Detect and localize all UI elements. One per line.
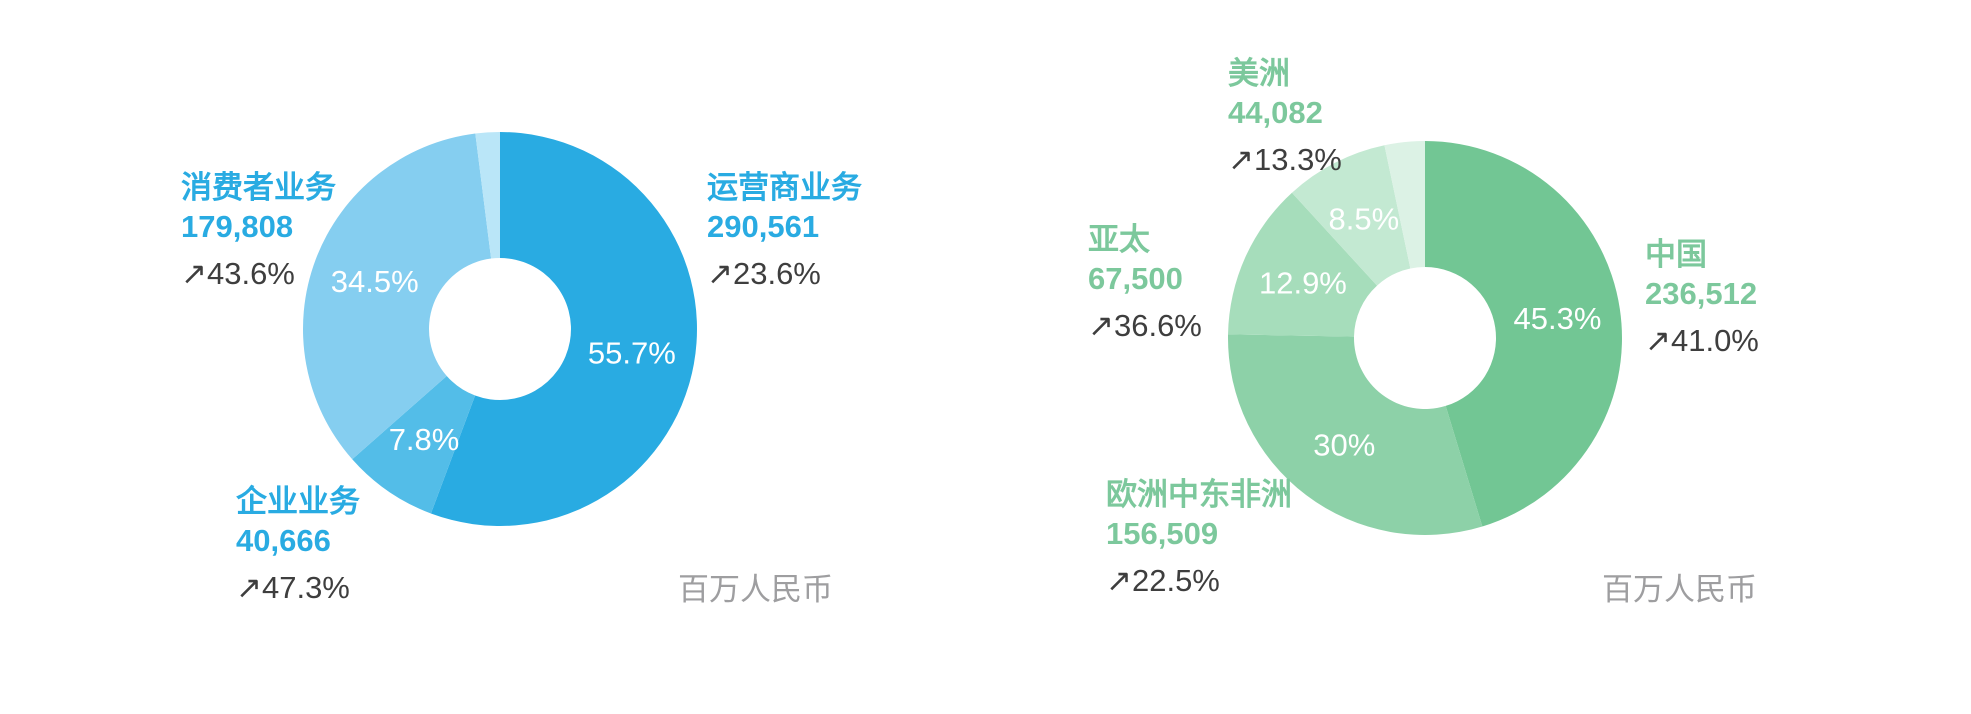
region-name: 欧洲中东非洲 [1106, 477, 1292, 512]
unit-label-left: 百万人民币 [678, 572, 833, 607]
segment-name: 企业业务 [236, 484, 360, 519]
region-growth: ↗36.6% [1088, 308, 1202, 343]
slice-消费者业务 [302, 133, 492, 460]
slice-企业业务 [352, 375, 476, 514]
slice-运营商业务 [430, 132, 697, 526]
callout-asia-pacific: 亚太 67,500 ↗36.6% [1088, 220, 1202, 345]
callout-carrier-business: 运营商业务 290,561 ↗23.6% [707, 168, 862, 293]
slice-share-label: 30% [1313, 427, 1375, 462]
region-name: 中国 [1645, 237, 1707, 272]
segment-value: 290,561 [707, 209, 820, 244]
slice-欧洲中东非洲 [1227, 334, 1483, 535]
slice-美洲 [1291, 145, 1411, 286]
callout-consumer-business: 消费者业务 179,808 ↗43.6% [181, 168, 336, 293]
slice-share-label: 12.9% [1259, 265, 1347, 300]
slice-亚太 [1228, 192, 1378, 337]
segment-growth: ↗43.6% [181, 256, 295, 291]
region-name: 美洲 [1228, 56, 1290, 91]
callout-enterprise-business: 企业业务 40,666 ↗47.3% [236, 482, 360, 607]
slice-other [475, 132, 500, 259]
unit-label-right: 百万人民币 [1602, 572, 1757, 607]
segment-name: 消费者业务 [181, 170, 336, 205]
segment-value: 179,808 [181, 209, 294, 244]
region-value: 44,082 [1228, 95, 1323, 130]
region-growth: ↗13.3% [1228, 142, 1342, 177]
region-name: 亚太 [1088, 222, 1150, 257]
region-growth: ↗41.0% [1645, 323, 1759, 358]
slice-share-label: 7.8% [389, 422, 460, 457]
callout-china: 中国 236,512 ↗41.0% [1645, 235, 1759, 360]
slice-share-label: 34.5% [331, 264, 419, 299]
region-value: 156,509 [1106, 516, 1219, 551]
slice-中国 [1425, 141, 1622, 527]
callout-americas: 美洲 44,082 ↗13.3% [1228, 54, 1342, 179]
segment-name: 运营商业务 [707, 170, 862, 205]
slice-share-label: 55.7% [588, 335, 676, 370]
segment-growth: ↗23.6% [707, 256, 821, 291]
slice-share-label: 45.3% [1514, 301, 1602, 336]
slice-share-label: 8.5% [1328, 201, 1399, 236]
region-donut-chart: 45.3% 30% 12.9% 8.5% [1227, 141, 1622, 535]
business-segment-donut-chart: 55.7% 7.8% 34.5% [302, 132, 697, 526]
region-value: 67,500 [1088, 261, 1183, 296]
region-growth: ↗22.5% [1106, 563, 1220, 598]
region-value: 236,512 [1645, 276, 1758, 311]
callout-emea: 欧洲中东非洲 156,509 ↗22.5% [1106, 475, 1292, 600]
segment-growth: ↗47.3% [236, 570, 350, 605]
slice-other [1384, 141, 1425, 269]
segment-value: 40,666 [236, 523, 331, 558]
